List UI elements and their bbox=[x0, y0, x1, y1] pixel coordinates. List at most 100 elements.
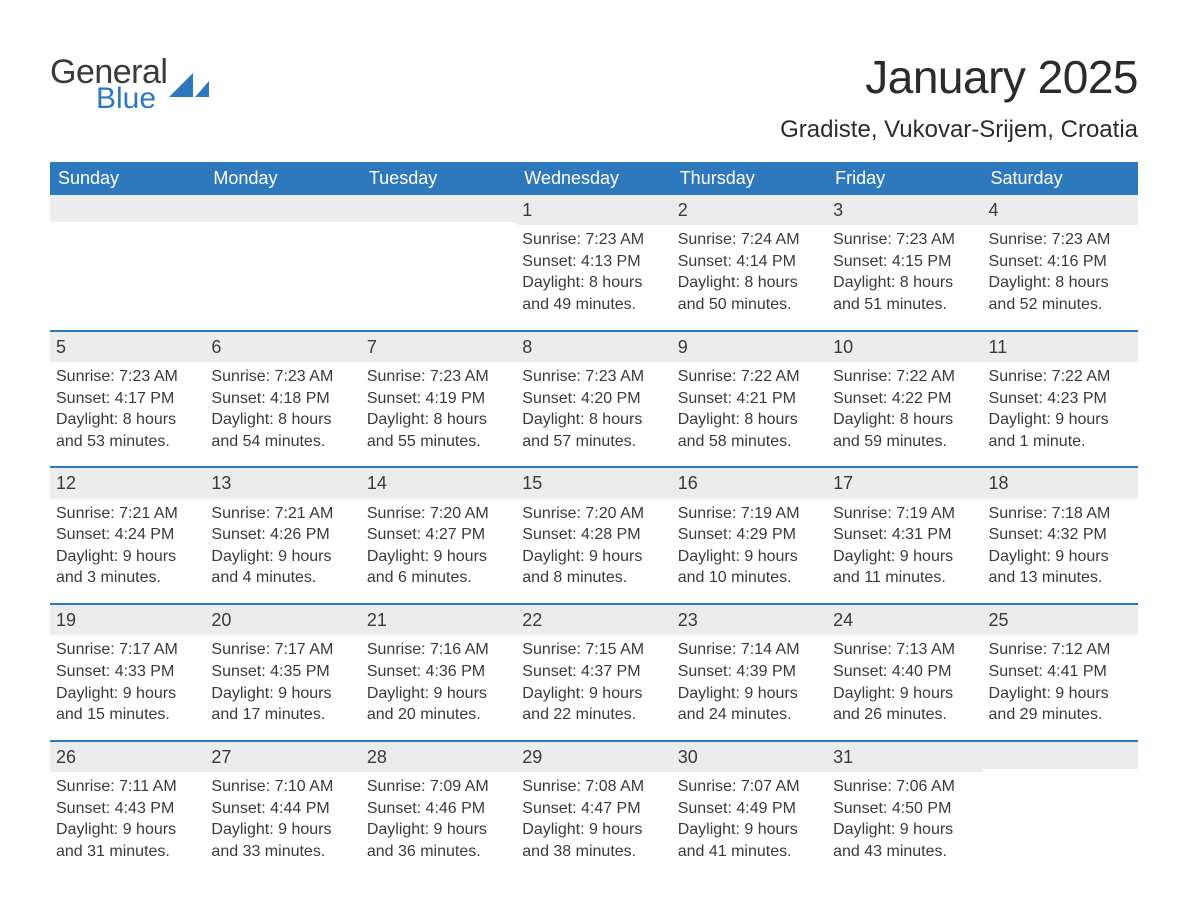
daylight-text: Daylight: 9 hours and 8 minutes. bbox=[522, 546, 665, 589]
day-number: 1 bbox=[516, 195, 671, 225]
day-cell: 27Sunrise: 7:10 AMSunset: 4:44 PMDayligh… bbox=[205, 742, 360, 877]
day-cell: 20Sunrise: 7:17 AMSunset: 4:35 PMDayligh… bbox=[205, 605, 360, 740]
sunset-text: Sunset: 4:27 PM bbox=[367, 524, 510, 546]
week-row: 5Sunrise: 7:23 AMSunset: 4:17 PMDaylight… bbox=[50, 330, 1138, 467]
day-cell: 29Sunrise: 7:08 AMSunset: 4:47 PMDayligh… bbox=[516, 742, 671, 877]
title-block: January 2025 Gradiste, Vukovar-Srijem, C… bbox=[780, 50, 1138, 144]
sunset-text: Sunset: 4:24 PM bbox=[56, 524, 199, 546]
day-number: 4 bbox=[983, 195, 1138, 225]
day-number: 12 bbox=[50, 468, 205, 498]
day-cell: 17Sunrise: 7:19 AMSunset: 4:31 PMDayligh… bbox=[827, 468, 982, 603]
day-cell bbox=[205, 195, 360, 330]
sunrise-text: Sunrise: 7:17 AM bbox=[56, 639, 199, 661]
day-header-sunday: Sunday bbox=[50, 162, 205, 195]
daylight-text: Daylight: 9 hours and 1 minute. bbox=[989, 409, 1132, 452]
day-number: 3 bbox=[827, 195, 982, 225]
day-body: Sunrise: 7:19 AMSunset: 4:31 PMDaylight:… bbox=[827, 499, 982, 603]
daylight-text: Daylight: 9 hours and 10 minutes. bbox=[678, 546, 821, 589]
day-cell: 16Sunrise: 7:19 AMSunset: 4:29 PMDayligh… bbox=[672, 468, 827, 603]
sunset-text: Sunset: 4:18 PM bbox=[211, 388, 354, 410]
sunrise-text: Sunrise: 7:23 AM bbox=[211, 366, 354, 388]
day-cell: 10Sunrise: 7:22 AMSunset: 4:22 PMDayligh… bbox=[827, 332, 982, 467]
month-title: January 2025 bbox=[780, 50, 1138, 104]
day-number: 30 bbox=[672, 742, 827, 772]
sunrise-text: Sunrise: 7:15 AM bbox=[522, 639, 665, 661]
sunrise-text: Sunrise: 7:09 AM bbox=[367, 776, 510, 798]
day-header-tuesday: Tuesday bbox=[361, 162, 516, 195]
daylight-text: Daylight: 8 hours and 50 minutes. bbox=[678, 272, 821, 315]
day-number: 27 bbox=[205, 742, 360, 772]
day-number bbox=[205, 195, 360, 222]
sunset-text: Sunset: 4:21 PM bbox=[678, 388, 821, 410]
week-row: 19Sunrise: 7:17 AMSunset: 4:33 PMDayligh… bbox=[50, 603, 1138, 740]
daylight-text: Daylight: 9 hours and 13 minutes. bbox=[989, 546, 1132, 589]
sunrise-text: Sunrise: 7:06 AM bbox=[833, 776, 976, 798]
day-body: Sunrise: 7:15 AMSunset: 4:37 PMDaylight:… bbox=[516, 635, 671, 739]
day-cell: 6Sunrise: 7:23 AMSunset: 4:18 PMDaylight… bbox=[205, 332, 360, 467]
day-body: Sunrise: 7:06 AMSunset: 4:50 PMDaylight:… bbox=[827, 772, 982, 876]
sunset-text: Sunset: 4:28 PM bbox=[522, 524, 665, 546]
day-number: 29 bbox=[516, 742, 671, 772]
daylight-text: Daylight: 8 hours and 53 minutes. bbox=[56, 409, 199, 452]
sunset-text: Sunset: 4:39 PM bbox=[678, 661, 821, 683]
sunrise-text: Sunrise: 7:17 AM bbox=[211, 639, 354, 661]
sunrise-text: Sunrise: 7:20 AM bbox=[367, 503, 510, 525]
daylight-text: Daylight: 9 hours and 24 minutes. bbox=[678, 683, 821, 726]
day-header-monday: Monday bbox=[205, 162, 360, 195]
sunset-text: Sunset: 4:14 PM bbox=[678, 251, 821, 273]
day-body: Sunrise: 7:22 AMSunset: 4:21 PMDaylight:… bbox=[672, 362, 827, 466]
sunset-text: Sunset: 4:40 PM bbox=[833, 661, 976, 683]
sunrise-text: Sunrise: 7:23 AM bbox=[522, 229, 665, 251]
sunrise-text: Sunrise: 7:23 AM bbox=[56, 366, 199, 388]
day-header-thursday: Thursday bbox=[672, 162, 827, 195]
sunrise-text: Sunrise: 7:14 AM bbox=[678, 639, 821, 661]
daylight-text: Daylight: 8 hours and 49 minutes. bbox=[522, 272, 665, 315]
day-body: Sunrise: 7:23 AMSunset: 4:19 PMDaylight:… bbox=[361, 362, 516, 466]
day-cell: 12Sunrise: 7:21 AMSunset: 4:24 PMDayligh… bbox=[50, 468, 205, 603]
daylight-text: Daylight: 8 hours and 58 minutes. bbox=[678, 409, 821, 452]
day-number bbox=[983, 742, 1138, 769]
day-number: 19 bbox=[50, 605, 205, 635]
daylight-text: Daylight: 8 hours and 55 minutes. bbox=[367, 409, 510, 452]
sunset-text: Sunset: 4:33 PM bbox=[56, 661, 199, 683]
daylight-text: Daylight: 9 hours and 36 minutes. bbox=[367, 819, 510, 862]
sunset-text: Sunset: 4:23 PM bbox=[989, 388, 1132, 410]
day-cell: 28Sunrise: 7:09 AMSunset: 4:46 PMDayligh… bbox=[361, 742, 516, 877]
sunset-text: Sunset: 4:43 PM bbox=[56, 798, 199, 820]
day-number: 13 bbox=[205, 468, 360, 498]
day-body: Sunrise: 7:17 AMSunset: 4:33 PMDaylight:… bbox=[50, 635, 205, 739]
day-number: 2 bbox=[672, 195, 827, 225]
sunrise-text: Sunrise: 7:12 AM bbox=[989, 639, 1132, 661]
day-body: Sunrise: 7:23 AMSunset: 4:13 PMDaylight:… bbox=[516, 225, 671, 329]
day-cell: 18Sunrise: 7:18 AMSunset: 4:32 PMDayligh… bbox=[983, 468, 1138, 603]
sunset-text: Sunset: 4:17 PM bbox=[56, 388, 199, 410]
daylight-text: Daylight: 8 hours and 54 minutes. bbox=[211, 409, 354, 452]
daylight-text: Daylight: 9 hours and 4 minutes. bbox=[211, 546, 354, 589]
daylight-text: Daylight: 9 hours and 31 minutes. bbox=[56, 819, 199, 862]
day-number: 7 bbox=[361, 332, 516, 362]
sunset-text: Sunset: 4:47 PM bbox=[522, 798, 665, 820]
day-header-wednesday: Wednesday bbox=[516, 162, 671, 195]
day-cell bbox=[361, 195, 516, 330]
sunrise-text: Sunrise: 7:13 AM bbox=[833, 639, 976, 661]
day-number: 6 bbox=[205, 332, 360, 362]
sunset-text: Sunset: 4:20 PM bbox=[522, 388, 665, 410]
daylight-text: Daylight: 9 hours and 38 minutes. bbox=[522, 819, 665, 862]
day-cell: 23Sunrise: 7:14 AMSunset: 4:39 PMDayligh… bbox=[672, 605, 827, 740]
location: Gradiste, Vukovar-Srijem, Croatia bbox=[780, 116, 1138, 144]
week-row: 12Sunrise: 7:21 AMSunset: 4:24 PMDayligh… bbox=[50, 466, 1138, 603]
sunrise-text: Sunrise: 7:11 AM bbox=[56, 776, 199, 798]
sunrise-text: Sunrise: 7:23 AM bbox=[367, 366, 510, 388]
day-body: Sunrise: 7:23 AMSunset: 4:18 PMDaylight:… bbox=[205, 362, 360, 466]
day-cell: 1Sunrise: 7:23 AMSunset: 4:13 PMDaylight… bbox=[516, 195, 671, 330]
header: General Blue January 2025 Gradiste, Vuko… bbox=[50, 50, 1138, 144]
day-cell: 24Sunrise: 7:13 AMSunset: 4:40 PMDayligh… bbox=[827, 605, 982, 740]
sunrise-text: Sunrise: 7:19 AM bbox=[678, 503, 821, 525]
sunset-text: Sunset: 4:49 PM bbox=[678, 798, 821, 820]
week-row: 1Sunrise: 7:23 AMSunset: 4:13 PMDaylight… bbox=[50, 195, 1138, 330]
sunrise-text: Sunrise: 7:22 AM bbox=[678, 366, 821, 388]
sunset-text: Sunset: 4:50 PM bbox=[833, 798, 976, 820]
daylight-text: Daylight: 9 hours and 3 minutes. bbox=[56, 546, 199, 589]
day-cell: 25Sunrise: 7:12 AMSunset: 4:41 PMDayligh… bbox=[983, 605, 1138, 740]
day-cell bbox=[50, 195, 205, 330]
